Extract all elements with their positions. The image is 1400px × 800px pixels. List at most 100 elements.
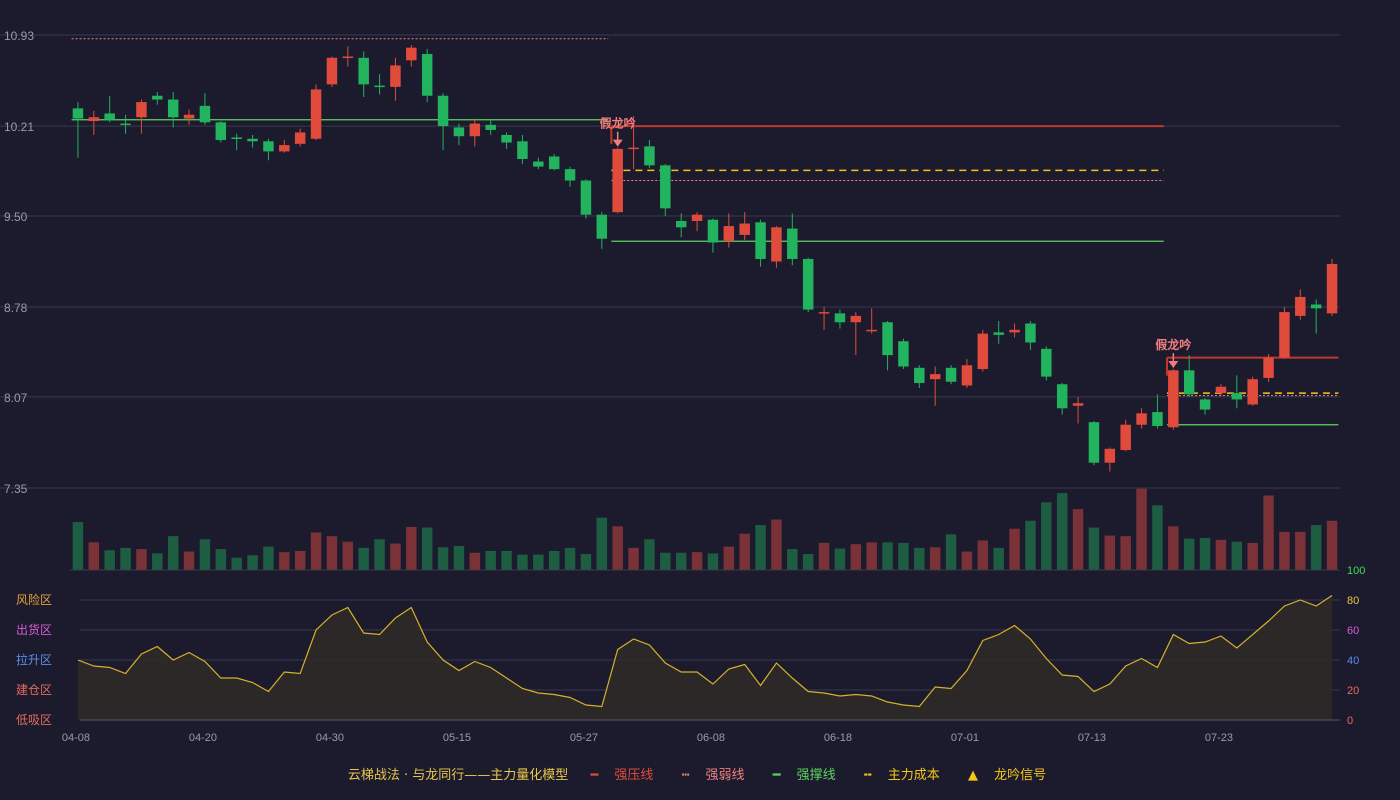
candle-body	[914, 367, 925, 383]
signal-arrow-head	[1168, 361, 1179, 369]
triangle-icon: ▲	[967, 768, 978, 783]
candle-body	[644, 146, 655, 166]
price-y-tick-label: 8.78	[4, 301, 28, 315]
volume-bar	[612, 526, 623, 570]
volume-bar	[1104, 535, 1116, 570]
candle-body	[199, 105, 211, 123]
candle-body	[771, 227, 782, 262]
volume-bar	[691, 552, 703, 570]
candle-body	[612, 148, 623, 213]
x-tick-label: 04-20	[189, 732, 217, 744]
volume-bar	[167, 536, 179, 570]
volume-bar	[739, 533, 750, 570]
volume-bar	[421, 527, 433, 570]
candle-body	[231, 137, 242, 139]
indicator-zone-label: 建仓区	[16, 683, 52, 697]
candle-body	[421, 53, 433, 96]
candle-body	[136, 102, 147, 118]
volume-bar	[802, 554, 814, 570]
volume-bar	[120, 547, 131, 570]
volume-bar	[326, 536, 338, 570]
candle-body	[1072, 403, 1084, 406]
price-y-tick-label: 10.93	[4, 29, 34, 43]
candle-body	[1231, 393, 1243, 400]
x-tick-label: 04-30	[316, 732, 344, 744]
candle-body	[739, 223, 750, 235]
indicator-y-tick-label: 60	[1347, 625, 1359, 637]
candle-body	[1056, 384, 1068, 409]
volume-bar	[485, 550, 496, 570]
candle-body	[866, 329, 877, 332]
legend-item-weak[interactable]: ┅ 强弱线	[681, 768, 745, 783]
volume-bar	[1168, 526, 1179, 570]
volume-bar	[437, 547, 449, 570]
legend-item-support[interactable]: ━ 强撑线	[772, 768, 836, 783]
volume-bar	[342, 541, 354, 570]
volume-bar	[1326, 520, 1338, 570]
volume-bar	[533, 554, 544, 570]
candle-body	[548, 156, 560, 170]
volume-bar	[1199, 538, 1211, 570]
indicator-y-tick-label: 40	[1347, 655, 1359, 667]
volume-bar	[818, 542, 830, 570]
volume-bar	[1310, 525, 1322, 570]
volume-bar	[755, 525, 766, 570]
volume-bar	[898, 542, 909, 570]
candle-body	[104, 113, 115, 120]
volume-bar	[406, 526, 417, 570]
indicator-zone-label: 风险区	[16, 592, 52, 607]
price-y-tick-label: 10.21	[4, 120, 34, 134]
candle-body	[294, 132, 306, 144]
dashed-line-icon: ╍	[863, 768, 872, 783]
candle-body	[1025, 323, 1036, 343]
candle-body	[342, 56, 354, 59]
candle-body	[183, 114, 195, 119]
indicator-y-tick-label: 20	[1347, 685, 1359, 697]
candle-body	[167, 99, 179, 118]
candle-body	[437, 95, 449, 127]
volume-bar	[914, 547, 925, 570]
volume-bar	[723, 546, 735, 570]
candle-body	[993, 332, 1004, 335]
candle-body	[675, 221, 687, 228]
volume-bar	[644, 539, 655, 570]
volume-bar	[1152, 505, 1163, 570]
candle-body	[596, 214, 608, 239]
legend-item-signal[interactable]: ▲ 龙吟信号	[967, 768, 1047, 783]
volume-bar	[1136, 488, 1147, 570]
candle-body	[961, 365, 973, 386]
price-y-tick-label: 8.07	[4, 391, 28, 405]
volume-bar	[1215, 539, 1227, 570]
x-tick-label: 07-01	[951, 732, 979, 744]
candle-body	[1168, 370, 1179, 428]
volume-bar	[247, 555, 258, 570]
volume-bar	[580, 554, 592, 570]
candle-body	[755, 222, 766, 259]
volume-bar	[787, 549, 798, 570]
candle-body	[88, 117, 100, 122]
candle-body	[310, 89, 322, 139]
candle-body	[929, 374, 941, 380]
candle-body	[247, 138, 258, 142]
candle-body	[453, 127, 465, 137]
volume-bar	[72, 522, 84, 570]
candle-body	[850, 315, 862, 323]
indicator-zone-label: 拉升区	[16, 652, 52, 667]
legend-item-pressure[interactable]: ━ 强压线	[590, 768, 654, 783]
candle-body	[882, 322, 893, 356]
candle-body	[723, 226, 735, 242]
candle-body	[72, 108, 84, 119]
candle-body	[1295, 296, 1306, 316]
legend-item-cost[interactable]: ╍ 主力成本	[863, 768, 940, 783]
volume-bar	[358, 547, 369, 570]
candle-body	[469, 123, 481, 137]
x-tick-label: 06-18	[824, 732, 852, 744]
volume-bar	[596, 517, 608, 570]
candle-body	[1263, 357, 1274, 378]
indicator-zone-label: 出货区	[16, 622, 52, 637]
candle-body	[691, 214, 703, 222]
candle-body	[215, 122, 227, 141]
volume-bar	[310, 532, 322, 570]
candle-body	[1104, 448, 1116, 463]
candle-body	[834, 313, 846, 323]
